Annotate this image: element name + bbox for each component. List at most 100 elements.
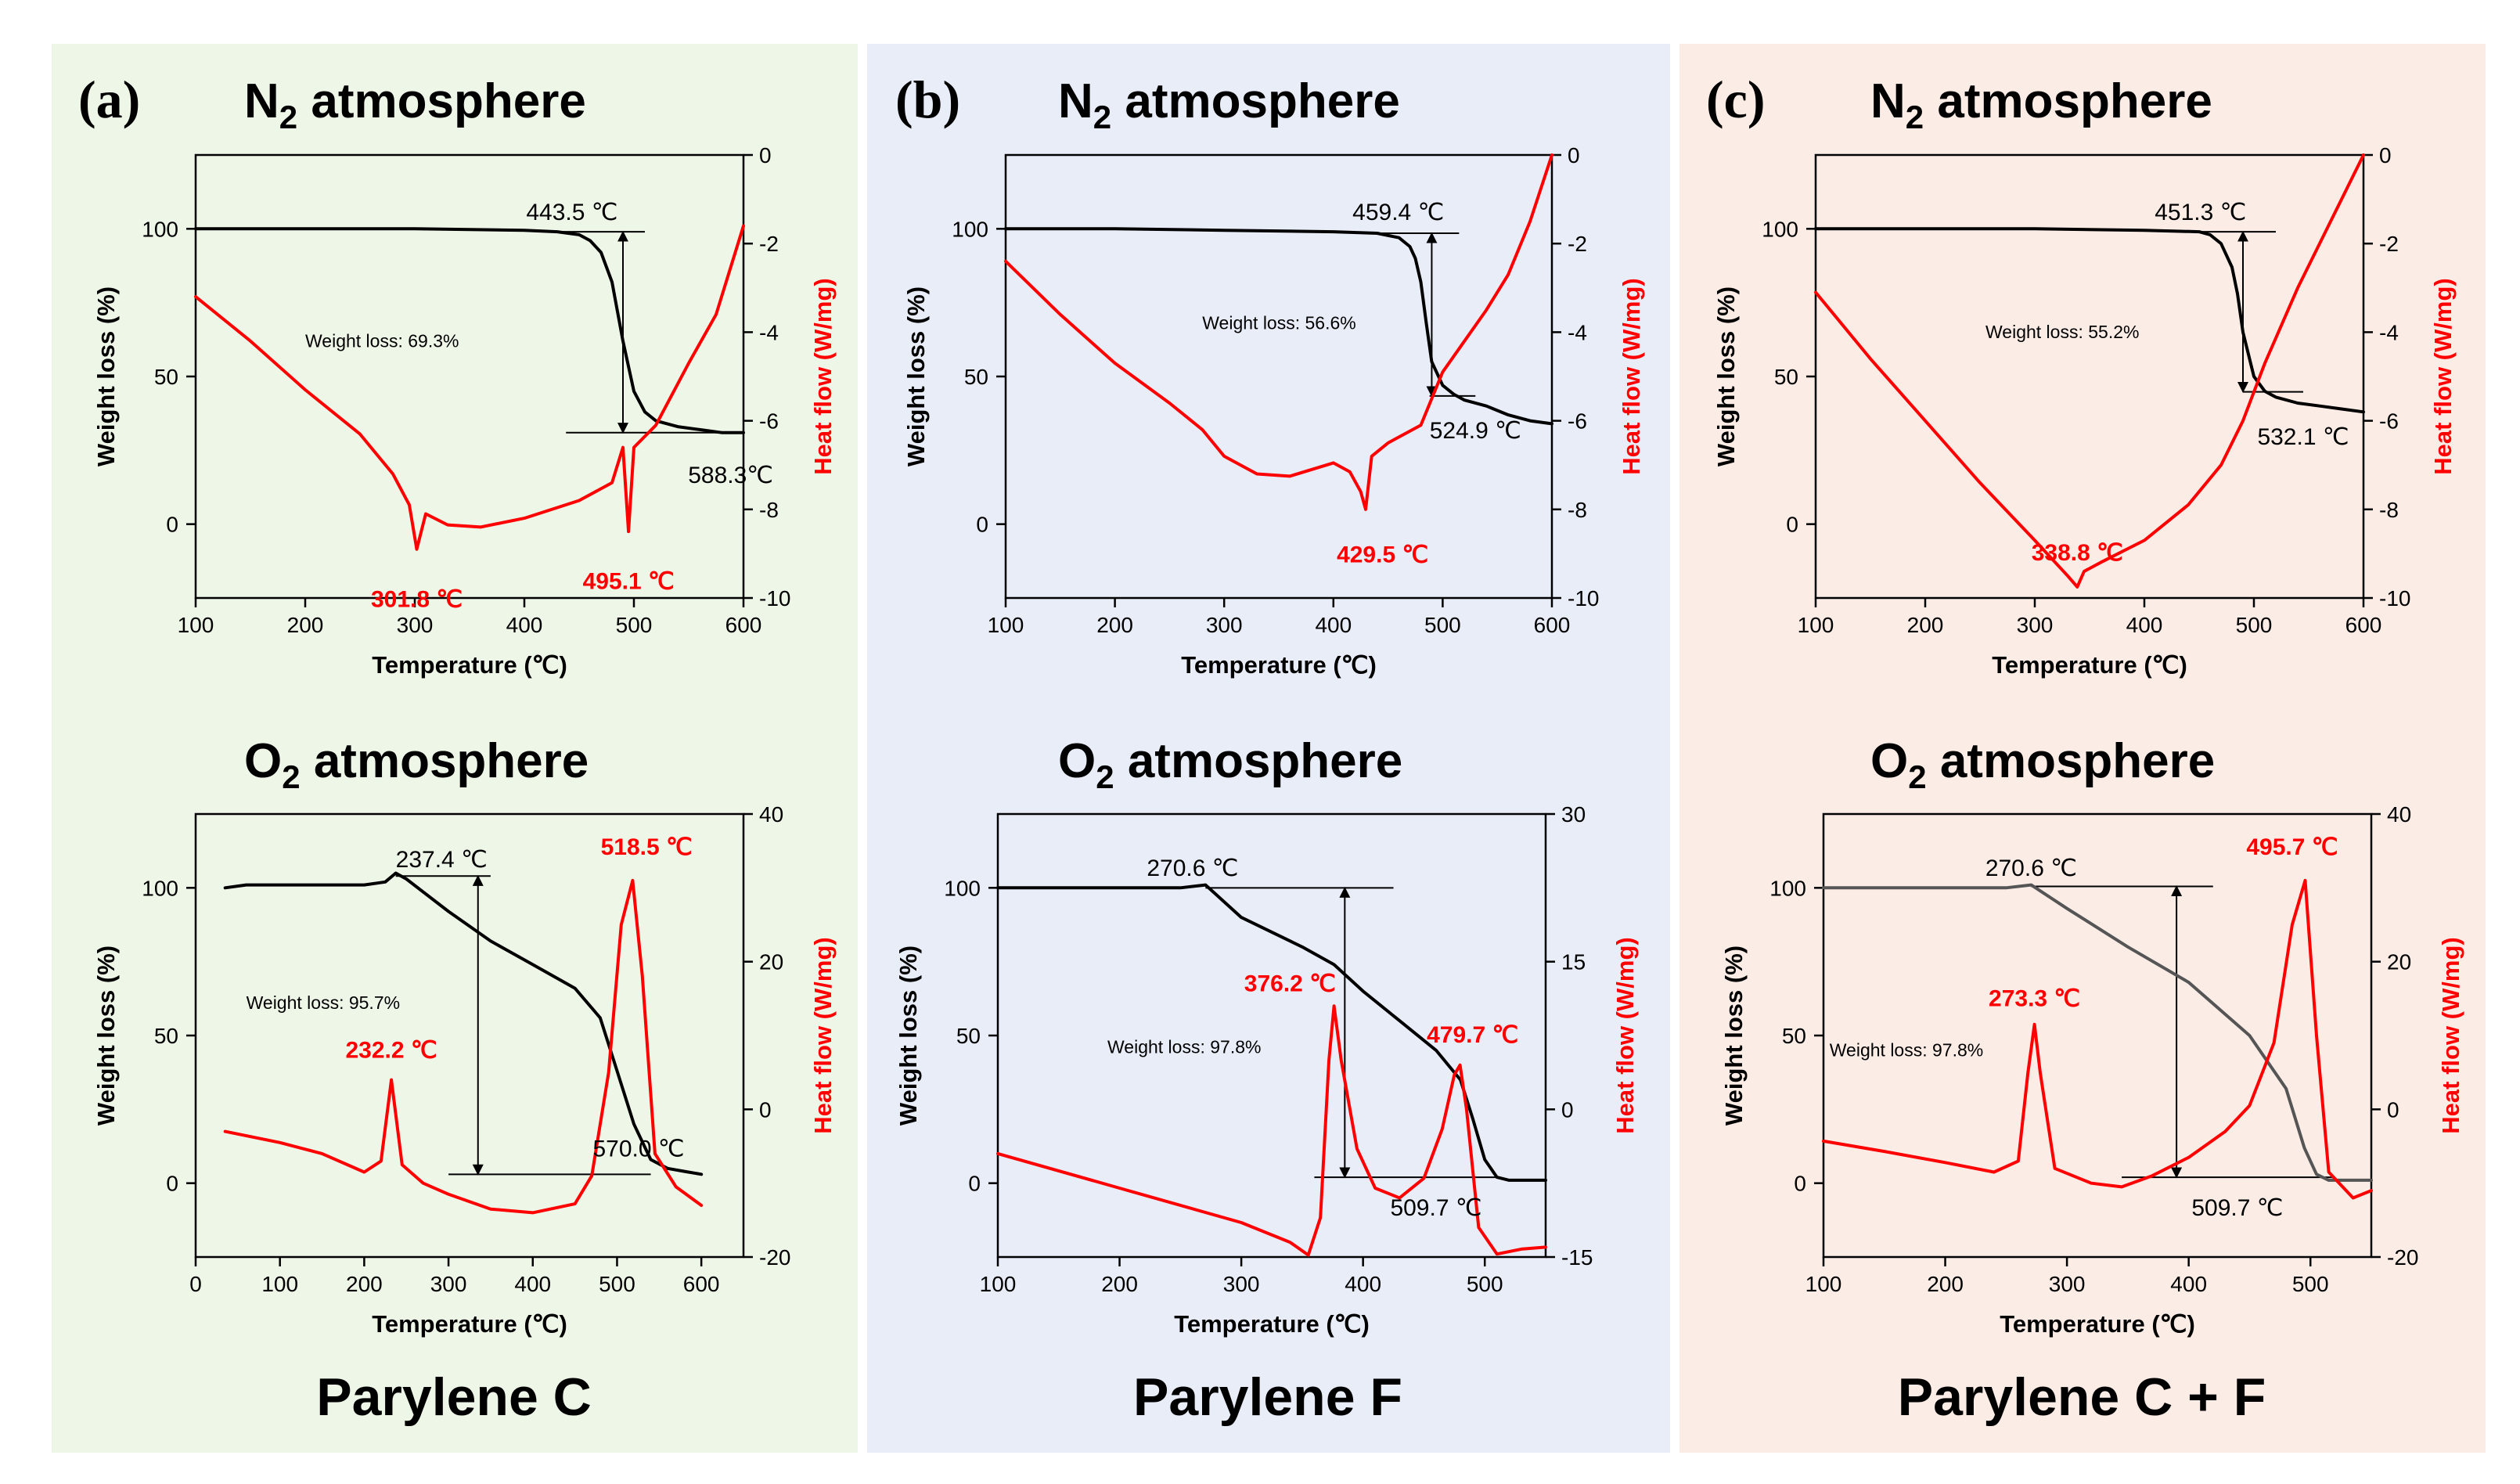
- x-tick-label: 200: [1927, 1272, 1964, 1296]
- x-tick-label: 400: [2126, 613, 2163, 637]
- panel-a-letter: (a): [78, 70, 140, 129]
- x-tick-label: 100: [1798, 613, 1834, 637]
- dsc-curve: [1814, 153, 2365, 589]
- panel-c-background: [1679, 44, 2486, 1453]
- x-axis-label: Temperature (℃): [1174, 1310, 1370, 1338]
- x-tick-label: 300: [397, 613, 434, 637]
- y2-tick-label: -8: [759, 498, 779, 522]
- y-tick-label: 0: [166, 1172, 178, 1196]
- y-axis-label: Weight loss (%): [92, 286, 120, 466]
- y-tick-label: 100: [142, 217, 178, 241]
- x-tick-label: 500: [2236, 613, 2273, 637]
- weight-loss-label: Weight loss: 95.7%: [247, 992, 400, 1013]
- y2-tick-label: -2: [1568, 232, 1587, 256]
- weight-loss-label: Weight loss: 97.8%: [1107, 1037, 1261, 1057]
- temperature-annotation: 479.7 ℃: [1427, 1022, 1518, 1048]
- y2-tick-label: -10: [759, 586, 790, 611]
- x-tick-label: 400: [1315, 613, 1352, 637]
- temperature-annotation: 429.5 ℃: [1337, 542, 1428, 568]
- temperature-annotation: 451.3 ℃: [2155, 200, 2246, 225]
- panel-c-n2-title: N2 atmosphere: [1870, 74, 2212, 135]
- y2-axis-label: Heat flow (W/mg): [2437, 937, 2464, 1133]
- temperature-annotation: 588.3℃: [688, 463, 773, 488]
- x-tick-label: 500: [616, 613, 653, 637]
- x-tick-label: 100: [178, 613, 214, 637]
- dsc-curve: [194, 224, 745, 551]
- temperature-annotation: 495.7 ℃: [2246, 834, 2338, 860]
- temperature-annotation: 237.4 ℃: [396, 847, 488, 873]
- y2-tick-label: -10: [2379, 586, 2410, 611]
- chart-c-n2: 100 200 300 400 500 600 0 50 100 -10 -8 -6 -4 -2 0 Temp…: [1712, 143, 2457, 679]
- x-tick-label: 300: [1223, 1272, 1260, 1296]
- chart-a-o2: 0 100 200 300 400 500 600 0 50 100 -20 0 20 40 Tempera…: [92, 802, 837, 1338]
- panel-b-material-label: Parylene F: [1133, 1367, 1402, 1427]
- x-tick-label: 300: [2017, 613, 2054, 637]
- y2-tick-label: 40: [2387, 802, 2411, 827]
- y-tick-label: 50: [154, 1024, 178, 1048]
- y2-tick-label: -15: [1561, 1245, 1593, 1270]
- y-axis-label: Weight loss (%): [92, 946, 120, 1126]
- dsc-curve: [1822, 878, 2373, 1200]
- chart-a-n2: 100 200 300 400 500 600 0 50 100 -10 -8 -6 -4 -2 0 Temp…: [92, 143, 837, 679]
- temperature-annotation: 524.9 ℃: [1430, 418, 1521, 444]
- x-tick-label: 0: [189, 1272, 202, 1296]
- x-tick-label: 200: [346, 1272, 383, 1296]
- y-tick-label: 0: [166, 513, 178, 537]
- x-tick-label: 200: [1101, 1272, 1138, 1296]
- y2-tick-label: 0: [1568, 143, 1580, 167]
- panel-c-letter: (c): [1706, 70, 1765, 129]
- x-tick-label: 400: [2170, 1272, 2207, 1296]
- y-axis-label: Weight loss (%): [1720, 946, 1748, 1126]
- chart-c-o2: 100 200 300 400 500 0 50 100 -20 0 20 40 Temperature…: [1720, 802, 2464, 1338]
- x-axis-label: Temperature (℃): [372, 651, 567, 679]
- y2-tick-label: 0: [2379, 143, 2392, 167]
- y-tick-label: 100: [1762, 217, 1798, 241]
- y-tick-label: 100: [944, 876, 981, 900]
- y-tick-label: 50: [956, 1024, 981, 1048]
- y2-tick-label: -10: [1568, 586, 1599, 611]
- y2-tick-label: -6: [759, 409, 779, 434]
- weight-loss-label: Weight loss: 97.8%: [1830, 1039, 1983, 1060]
- panel-a-material-label: Parylene C: [316, 1367, 592, 1427]
- x-tick-label: 300: [2049, 1272, 2086, 1296]
- y2-tick-label: -2: [759, 232, 779, 256]
- charts-layer: 100 200 300 400 500 600050100-10-8-6-4-20Temp…: [92, 143, 2464, 1338]
- x-tick-label: 400: [506, 613, 543, 637]
- y2-tick-label: -4: [1568, 320, 1587, 344]
- chart-b-n2: 100 200 300 400 500 600 0 50 100 -10 -8 -6 -4 -2 0 Temp…: [902, 143, 1645, 679]
- temperature-annotation: 509.7 ℃: [1390, 1195, 1481, 1221]
- temperature-annotation: 338.8 ℃: [2032, 540, 2123, 566]
- panel-c-o2-title: O2 atmosphere: [1870, 734, 2215, 795]
- temperature-annotation: 273.3 ℃: [1989, 985, 2080, 1011]
- panel-b-n2-title: N2 atmosphere: [1058, 74, 1400, 135]
- y2-axis-label: Heat flow (W/mg): [809, 278, 837, 474]
- x-tick-label: 600: [2345, 613, 2382, 637]
- x-tick-label: 200: [1907, 613, 1944, 637]
- tg-curve: [223, 871, 704, 1176]
- y2-tick-label: 15: [1561, 950, 1586, 974]
- y-tick-label: 0: [1794, 1172, 1806, 1196]
- tg-curve: [194, 227, 745, 434]
- weight-loss-label: Weight loss: 55.2%: [1985, 322, 2139, 342]
- temperature-annotation: 376.2 ℃: [1244, 971, 1336, 996]
- panel-c-material-label: Parylene C + F: [1898, 1367, 2266, 1427]
- y2-tick-label: -8: [2379, 498, 2399, 522]
- y2-tick-label: 0: [1561, 1097, 1574, 1122]
- y2-axis-label: Heat flow (W/mg): [1611, 937, 1639, 1133]
- y-tick-label: 50: [1774, 365, 1798, 389]
- y2-tick-label: -4: [759, 320, 779, 344]
- y2-tick-label: -4: [2379, 320, 2399, 344]
- tg-curve: [1004, 227, 1553, 426]
- tg-curve: [1814, 227, 2365, 414]
- x-tick-label: 300: [1206, 613, 1243, 637]
- weight-loss-label: Weight loss: 69.3%: [305, 330, 459, 351]
- tg-curve: [1822, 883, 2373, 1182]
- y2-tick-label: -6: [2379, 409, 2399, 434]
- y2-axis-label: Heat flow (W/mg): [1618, 278, 1645, 474]
- x-tick-label: 200: [287, 613, 324, 637]
- x-tick-label: 200: [1096, 613, 1133, 637]
- x-tick-label: 100: [261, 1272, 298, 1296]
- temperature-annotation: 495.1 ℃: [583, 569, 675, 595]
- dsc-curve: [1004, 153, 1553, 511]
- temperature-annotation: 443.5 ℃: [526, 200, 617, 225]
